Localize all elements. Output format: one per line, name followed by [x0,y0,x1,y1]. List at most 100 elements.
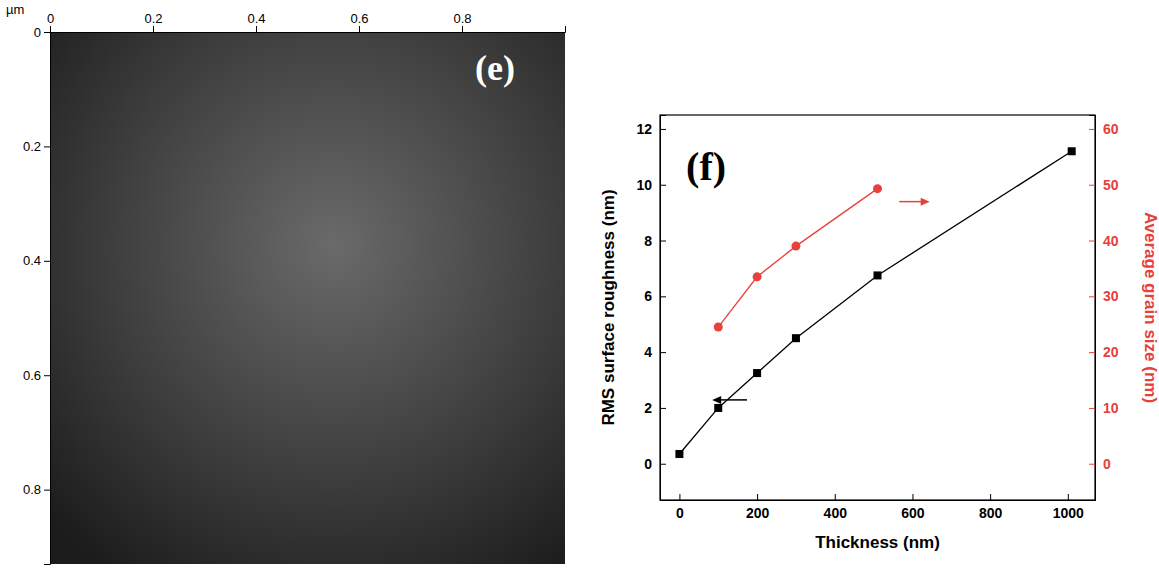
tick-mark [660,408,666,409]
marker [714,404,722,412]
tick: 10 [636,177,666,193]
marker [791,242,800,251]
tick-label: 200 [746,505,770,521]
marker [874,271,882,279]
tick: 0.2 [144,11,162,32]
tick-label: 12 [636,121,652,137]
tick-label: 0.6 [350,11,368,26]
marker [714,323,723,332]
arrow-head [921,198,930,206]
tick: 0.6 [350,11,368,32]
tick-label: 800 [979,505,1003,521]
tick-mark [44,32,50,33]
tick-label: 0.4 [247,11,265,26]
axis-title: Thickness (nm) [815,533,940,552]
marker [675,450,683,458]
plot-frame [660,115,1095,500]
afm-image [50,32,565,564]
series-line [718,189,877,327]
tick: 4 [644,344,666,360]
axis-title: Average grain size (nm) [1141,212,1159,403]
axis-line [44,33,51,565]
tick-label: 0.8 [453,11,471,26]
tick: 800 [979,494,1003,521]
plot-area [675,147,1075,458]
tick-label: 0 [1103,456,1111,472]
tick: 50 [1089,177,1119,193]
tick-label: 6 [644,288,652,304]
tick: 0.8 [453,11,471,32]
tick-label: 400 [824,505,848,521]
tick-mark [990,494,991,500]
tick-mark [757,494,758,500]
arrow-head [712,396,721,404]
tick-label: 20 [1103,344,1119,360]
tick-label: 30 [1103,288,1119,304]
tick-mark [660,464,666,465]
tick: 400 [824,494,848,521]
tick: 0 [47,11,54,32]
tick-label: 40 [1103,233,1119,249]
tick-mark [912,494,913,500]
tick: 60 [1089,121,1119,137]
tick-mark [50,26,51,32]
panel-label: (e) [475,48,515,88]
unit-label: µm [6,2,24,17]
tick-mark [1089,129,1095,130]
tick-mark [660,241,666,242]
marker [1068,147,1076,155]
tick-mark [1089,352,1095,353]
tick-label: 2 [644,400,652,416]
tick-mark [1089,296,1095,297]
tick-mark [1068,494,1069,500]
tick: 20 [1089,344,1119,360]
left-axis-arrow [712,396,747,404]
tick-mark [44,146,50,147]
tick-mark [1089,408,1095,409]
tick-label: 10 [636,177,652,193]
tick-label: 0 [47,11,54,26]
figure: 00.20.40.60.800.20.40.60.8µm(e)020040060… [0,0,1159,571]
series-line [679,151,1071,454]
tick-mark [679,494,680,500]
tick-mark [153,26,154,32]
tick: 12 [636,121,666,137]
marker [753,272,762,281]
panel-label: (f) [686,144,726,189]
tick: 600 [901,494,925,521]
tick-mark [660,129,666,130]
tick: 0.2 [23,139,50,154]
tick: 8 [644,233,666,249]
tick-mark [660,352,666,353]
tick: 1000 [1053,494,1084,521]
tick-mark [660,185,666,186]
tick-mark [44,490,50,491]
tick: 0 [1089,456,1111,472]
tick-label: 0.4 [23,253,41,268]
tick-mark [835,494,836,500]
tick: 30 [1089,288,1119,304]
tick-label: 0 [34,25,41,40]
marker [753,369,761,377]
tick-mark [44,375,50,376]
axis-line [51,26,566,33]
axis-line [661,116,667,501]
tick: 0.4 [247,11,265,32]
tick: 200 [746,494,770,521]
tick-label: 600 [901,505,925,521]
tick: 0.4 [23,253,50,268]
tick: 40 [1089,233,1119,249]
tick: 0 [676,494,684,521]
tick-label: 0.2 [23,139,41,154]
axis-line [1089,116,1096,501]
tick: 0 [34,25,50,40]
tick-mark [256,26,257,32]
tick-mark [462,26,463,32]
axis-line [661,494,1096,501]
tick: 0 [644,456,666,472]
arrow-shaft [899,201,923,203]
tick-label: 0 [676,505,684,521]
marker [792,334,800,342]
panel-e: 00.20.40.60.800.20.40.60.8µm(e) [6,2,566,565]
tick-mark [1089,185,1095,186]
